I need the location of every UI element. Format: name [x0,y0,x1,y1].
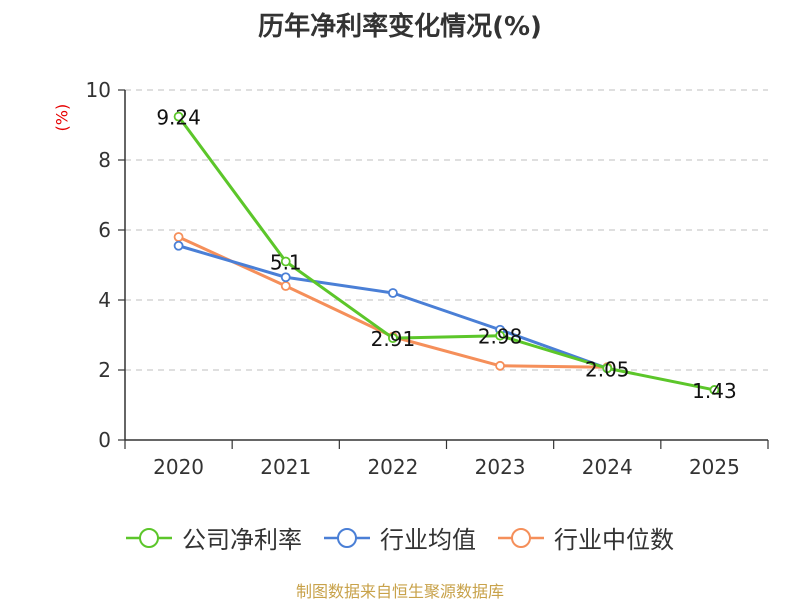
data-label: 1.43 [692,379,737,403]
data-point [173,111,184,122]
y-tick-label: 2 [98,358,111,382]
legend-marker-industry-median [498,527,544,548]
data-label: 9.24 [156,106,201,130]
legend-marker-company [126,527,172,548]
data-point [280,272,291,283]
data-point [280,256,291,267]
data-point [495,330,505,341]
x-tick-label: 2024 [582,455,633,479]
data-point [173,240,184,251]
data-label: 5.1 [270,251,302,275]
legend-marker-industry-avg [324,527,370,548]
x-tick-label: 2025 [689,455,740,479]
y-tick-label: 8 [98,148,111,172]
data-point [495,360,505,371]
series-line-0 [177,115,715,392]
x-tick-label: 2020 [153,455,204,479]
data-point [388,333,398,344]
y-tick-label: 6 [98,218,111,242]
y-tick-label: 0 [98,428,111,452]
x-tick-label: 2023 [475,455,526,479]
legend-item-company[interactable]: 公司净利率 [126,520,302,555]
data-label: 2.05 [585,357,630,381]
data-point [280,281,291,291]
legend: 公司净利率 行业均值 行业中位数 [0,520,800,555]
data-label: 2.91 [371,327,416,351]
data-point [388,288,398,298]
x-tick-label: 2022 [367,455,418,479]
data-point [602,363,613,374]
legend-label-industry-median: 行业中位数 [554,526,674,554]
y-tick-label: 10 [86,78,111,102]
legend-item-industry-median[interactable]: 行业中位数 [498,520,674,555]
data-source-note: 制图数据来自恒生聚源数据库 [295,582,504,601]
legend-label-industry-avg: 行业均值 [380,526,476,554]
legend-item-industry-avg[interactable]: 行业均值 [324,520,476,555]
x-tick-label: 2021 [260,455,311,479]
chart-title: 历年净利率变化情况(%) [258,12,542,42]
y-tick-label: 4 [98,288,111,312]
data-point [173,232,184,242]
data-point [709,385,720,395]
data-label: 2.98 [478,325,523,349]
legend-label-company: 公司净利率 [182,526,302,554]
